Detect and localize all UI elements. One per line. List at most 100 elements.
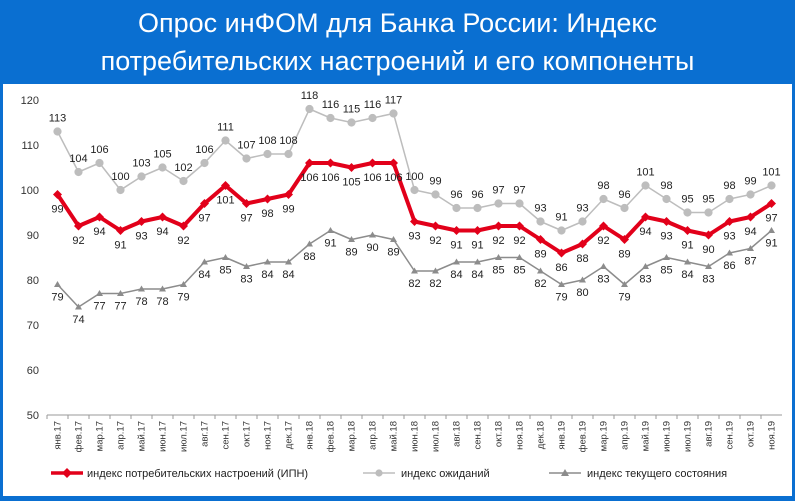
data-label-expectations: 98 <box>660 180 672 192</box>
x-tick-label: авг.19 <box>704 421 715 447</box>
data-label-expectations: 97 <box>513 185 525 197</box>
series-point-ipn <box>263 194 272 204</box>
data-label-expectations: 93 <box>534 203 546 215</box>
series-point-expectations <box>137 172 146 181</box>
data-label-expectations: 116 <box>364 99 382 111</box>
x-tick-label: ноя.17 <box>263 421 274 450</box>
series-point-current <box>621 281 628 287</box>
series-point-ipn <box>767 199 776 208</box>
title-line-1: Опрос инФОМ для Банка России: Индекс <box>137 8 658 38</box>
x-tick-label: ноя.19 <box>767 421 778 450</box>
data-label-current: 82 <box>429 278 441 290</box>
series-point-expectations <box>683 208 692 217</box>
data-label-expectations: 111 <box>217 122 234 134</box>
x-tick-label: май.19 <box>641 421 652 451</box>
series-point-current <box>390 236 397 242</box>
data-label-expectations: 96 <box>471 189 483 201</box>
x-tick-label: янв.17 <box>53 421 64 450</box>
data-label-current: 85 <box>219 265 231 277</box>
data-label-current: 89 <box>387 247 399 259</box>
y-tick-label: 110 <box>21 140 39 152</box>
series-point-expectations <box>767 181 776 190</box>
series-point-ipn <box>305 158 314 168</box>
series-point-expectations <box>305 104 314 114</box>
data-label-expectations: 116 <box>322 99 340 111</box>
legend-label-ipn: индекс потребительских настроений (ИПН) <box>87 468 308 480</box>
series-point-expectations <box>494 199 503 208</box>
series-point-current <box>432 267 439 274</box>
x-tick-label: июн.17 <box>158 421 169 452</box>
series-point-current <box>75 303 82 310</box>
x-tick-label: июл.17 <box>179 421 190 452</box>
data-label-current: 87 <box>744 256 756 268</box>
legend-marker-expectations <box>375 469 383 477</box>
y-tick-label: 60 <box>27 365 39 377</box>
data-label-expectations: 99 <box>429 176 441 188</box>
x-tick-label: мар.17 <box>95 421 106 451</box>
series-point-current <box>747 245 754 251</box>
data-label-ipn: 106 <box>300 172 318 184</box>
series-point-expectations <box>704 208 713 217</box>
series-point-current <box>579 276 586 283</box>
series-point-expectations <box>473 203 482 213</box>
series-point-current <box>453 258 460 265</box>
series-point-current <box>117 290 124 296</box>
series-point-expectations <box>662 194 671 204</box>
data-label-ipn: 94 <box>744 226 756 238</box>
x-tick-label: май.17 <box>137 421 148 451</box>
series-point-current <box>159 285 166 292</box>
data-label-ipn: 97 <box>765 213 777 225</box>
series-point-current <box>537 267 544 274</box>
data-label-ipn: 106 <box>321 172 339 184</box>
data-label-current: 78 <box>156 296 168 308</box>
series-point-ipn <box>641 212 650 222</box>
x-tick-label: сен.18 <box>473 421 484 450</box>
data-label-expectations: 98 <box>597 180 609 192</box>
series-point-expectations <box>200 158 209 168</box>
data-label-expectations: 107 <box>237 140 255 152</box>
data-label-current: 82 <box>408 278 420 290</box>
data-label-ipn: 106 <box>384 172 402 184</box>
data-label-current: 79 <box>618 292 630 304</box>
data-label-current: 86 <box>723 260 735 272</box>
data-label-current: 83 <box>240 274 252 286</box>
series-point-ipn <box>431 221 440 231</box>
series-point-current <box>600 263 607 269</box>
series-point-current <box>264 258 271 265</box>
data-label-ipn: 86 <box>555 262 567 274</box>
data-label-ipn: 105 <box>342 177 360 189</box>
x-tick-label: дек.17 <box>284 421 295 449</box>
series-point-expectations <box>641 181 650 190</box>
series-point-ipn <box>536 235 545 244</box>
data-label-expectations: 97 <box>492 185 504 197</box>
series-point-current <box>663 254 670 260</box>
series-point-expectations <box>95 158 104 168</box>
series-point-expectations <box>263 149 272 159</box>
data-label-current: 79 <box>177 292 189 304</box>
series-point-expectations <box>746 190 755 199</box>
legend-label-current: индекс текущего состояния <box>587 468 727 480</box>
data-label-ipn: 92 <box>72 235 84 247</box>
series-point-ipn <box>410 217 419 226</box>
series-point-ipn <box>95 212 104 222</box>
data-label-expectations: 105 <box>153 149 171 161</box>
series-point-current <box>201 258 208 265</box>
series-point-ipn <box>704 230 713 240</box>
series-point-ipn <box>368 158 377 168</box>
data-label-current: 83 <box>702 274 714 286</box>
series-point-ipn <box>494 221 503 231</box>
data-label-current: 85 <box>513 265 525 277</box>
x-tick-label: окт.17 <box>242 421 253 447</box>
data-label-expectations: 118 <box>301 90 319 102</box>
x-tick-label: апр.18 <box>368 421 379 450</box>
data-label-ipn: 91 <box>450 240 462 252</box>
series-point-expectations <box>620 203 629 213</box>
series-point-expectations <box>725 194 734 204</box>
data-label-expectations: 96 <box>618 189 630 201</box>
x-tick-label: июл.18 <box>431 421 442 452</box>
data-label-ipn: 94 <box>156 226 168 238</box>
data-label-expectations: 96 <box>450 189 462 201</box>
data-label-ipn: 93 <box>135 231 147 243</box>
data-label-current: 84 <box>282 269 294 281</box>
data-label-expectations: 95 <box>702 194 714 206</box>
